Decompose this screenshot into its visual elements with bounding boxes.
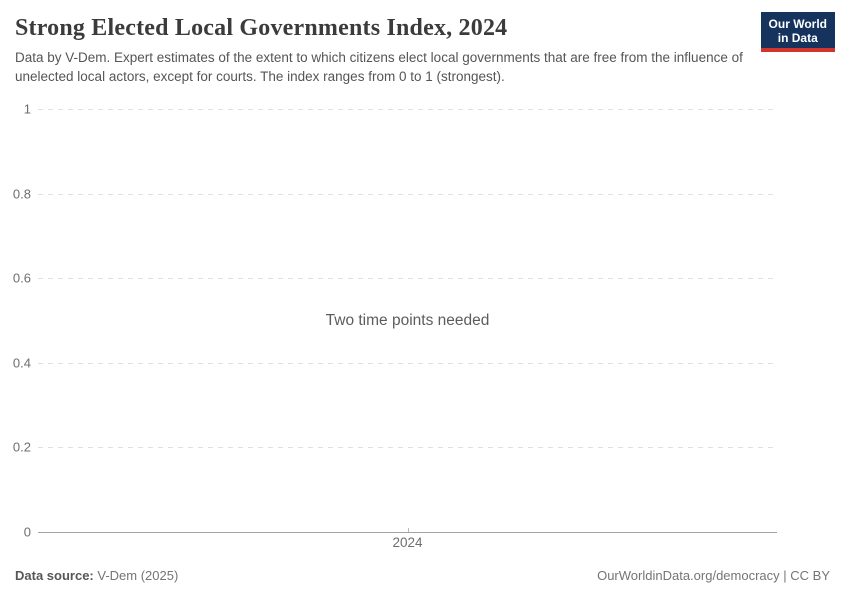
gridline xyxy=(38,278,777,280)
y-axis-tick-label: 0.4 xyxy=(12,355,31,371)
y-axis-tick-label: 0.6 xyxy=(12,270,31,286)
y-axis-tick-label: 0.8 xyxy=(12,186,31,202)
y-axis-tick-label: 0 xyxy=(23,524,31,540)
owid-logo[interactable]: Our World in Data xyxy=(760,12,835,52)
chart-footer: Data source: V-Dem (2025) OurWorldinData… xyxy=(15,568,830,583)
chart-subtitle: Data by V-Dem. Expert estimates of the e… xyxy=(15,50,743,84)
attribution-separator: | xyxy=(779,568,791,583)
empty-state-message: Two time points needed xyxy=(325,311,490,329)
chart-header: Strong Elected Local Governments Index, … xyxy=(15,12,835,86)
x-axis-tick xyxy=(407,528,409,532)
data-source-value: V-Dem (2025) xyxy=(97,568,179,583)
gridline xyxy=(38,193,777,195)
y-axis-tick-label: 1 xyxy=(23,101,31,117)
x-axis-line xyxy=(38,532,777,533)
owid-logo-line2: in Data xyxy=(777,31,818,45)
data-source-label: Data source: xyxy=(15,568,94,583)
gridline xyxy=(38,447,777,449)
gridline xyxy=(38,109,777,110)
y-axis-tick-label: 0.2 xyxy=(12,439,31,455)
owid-logo-line1: Our World xyxy=(768,17,827,31)
plot-area: Two time points needed 2024 0 0.2 0.4 0.6 0.… xyxy=(13,102,777,550)
x-axis-tick-label: 2024 xyxy=(392,535,423,550)
attribution: OurWorldinData.org/democracy | CC BY xyxy=(597,568,830,583)
attribution-url-link[interactable]: OurWorldinData.org/democracy xyxy=(597,568,780,583)
gridline xyxy=(38,362,777,364)
chart-title: Strong Elected Local Governments Index, … xyxy=(15,15,508,41)
attribution-license-link[interactable]: CC BY xyxy=(790,568,830,583)
data-source: Data source: V-Dem (2025) xyxy=(15,568,178,583)
